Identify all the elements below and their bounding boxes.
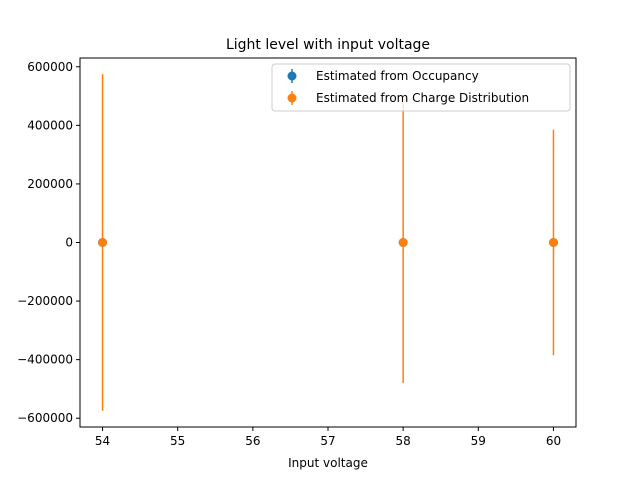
y-tick-label: 200000 <box>27 177 73 191</box>
x-tick-label: 58 <box>396 434 411 448</box>
legend: Estimated from Occupancy Estimated from C… <box>271 63 571 112</box>
y-tick-label: 400000 <box>27 118 73 132</box>
plot-area <box>98 74 558 411</box>
legend-marker <box>287 71 297 81</box>
x-tick-label: 56 <box>245 434 260 448</box>
legend-marker <box>287 93 297 103</box>
data-point <box>548 238 558 247</box>
y-tick-label: −200000 <box>17 294 73 308</box>
x-tick-label: 60 <box>546 434 561 448</box>
x-tick-label: 55 <box>170 434 185 448</box>
x-axis-label: Input voltage <box>288 456 368 470</box>
y-tick-label: 0 <box>65 236 73 250</box>
legend-label: Estimated from Charge Distribution <box>316 91 529 105</box>
y-tick-label: −400000 <box>17 353 73 367</box>
y-tick-label: −600000 <box>17 411 73 425</box>
y-tick-label: 600000 <box>27 60 73 74</box>
series-2 <box>98 74 558 411</box>
y-axis: −600000 −400000 −200000 0 200000 400000 600000 <box>17 60 80 425</box>
chart-title: Light level with input voltage <box>226 37 430 53</box>
legend-label: Estimated from Occupancy <box>316 69 479 83</box>
x-tick-label: 54 <box>95 434 110 448</box>
data-point <box>98 238 108 247</box>
x-tick-label: 57 <box>320 434 335 448</box>
data-point <box>398 238 408 247</box>
x-axis: 54 55 56 57 58 59 60 <box>95 427 561 448</box>
legend-box <box>271 63 571 112</box>
x-tick-label: 59 <box>471 434 486 448</box>
